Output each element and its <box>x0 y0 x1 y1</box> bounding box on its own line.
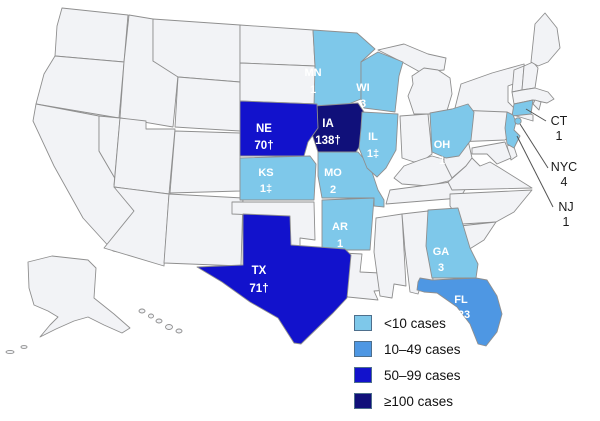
callout-label-nyc: NYC <box>551 160 577 174</box>
svg-text:CA: CA <box>41 167 57 179</box>
state-label-ks: KS <box>258 167 273 179</box>
state-label-ia: IA <box>322 118 334 130</box>
state-ak <box>27 255 131 338</box>
state-wa <box>54 7 129 63</box>
state-tx <box>196 213 352 345</box>
state-label-ne: NE <box>256 123 272 135</box>
leader-line-nyc <box>519 123 549 169</box>
nyc-dot <box>514 117 522 125</box>
legend: <10 cases 10–49 cases 50–99 cases ≥100 c… <box>354 310 514 414</box>
state-hi-island <box>175 328 183 334</box>
legend-item: 50–99 cases <box>354 362 514 388</box>
state-ut <box>113 117 176 195</box>
state-ar <box>321 197 375 251</box>
state-value-ga: 3 <box>438 262 444 274</box>
state-wy <box>174 76 241 132</box>
state-label-tx: TX <box>252 265 267 277</box>
state-ri <box>532 99 542 111</box>
state-label-wi: WI <box>356 82 369 94</box>
state-il <box>358 111 399 178</box>
state-label-ga: GA <box>433 246 450 258</box>
callout-label-nj: NJ <box>558 200 573 214</box>
svg-text:1: 1 <box>46 183 52 195</box>
state-value-ne: 70† <box>254 140 273 152</box>
state-oh <box>429 103 475 159</box>
state-az <box>103 186 170 267</box>
legend-swatch-lt10-cases <box>354 315 372 331</box>
state-ne <box>239 100 319 157</box>
callout-label-ct: CT <box>551 114 568 128</box>
state-hi-island <box>148 313 154 319</box>
legend-item: ≥100 cases <box>354 388 514 414</box>
state-co <box>169 130 241 194</box>
state-value-wi: 3 <box>360 98 366 110</box>
legend-item: 10–49 cases <box>354 336 514 362</box>
state-ga <box>425 207 479 279</box>
state-fl <box>416 277 503 347</box>
state-mi <box>407 67 453 115</box>
state-nh <box>521 61 539 91</box>
state-nc <box>449 189 533 225</box>
states-default <box>5 7 561 355</box>
legend-label: 50–99 cases <box>384 367 461 383</box>
state-mi-upper <box>377 43 447 73</box>
state-ms <box>373 213 407 299</box>
state-ks <box>239 155 317 201</box>
leader-line-ct <box>525 108 547 122</box>
state-hi-island <box>138 308 146 314</box>
state-or <box>35 55 125 119</box>
callout-value-ct: 1 <box>556 129 563 143</box>
state-ct <box>511 99 534 117</box>
state-md <box>471 141 512 165</box>
state-hi-island <box>155 318 163 324</box>
state-nj <box>504 111 521 149</box>
aleutian-island <box>20 345 28 349</box>
state-value-ia: 138† <box>315 135 341 147</box>
state-labels: MN 1 WI 3 IA 138† NE 70† KS 1‡ MO 2 IL 1… <box>249 67 470 321</box>
state-value-tx: 71† <box>249 283 268 295</box>
state-value-fl: †23 <box>452 309 470 321</box>
leader-line-nj <box>516 135 554 208</box>
callouts: CT 1 NYC 4 NJ 1 <box>516 108 577 229</box>
state-hi-island <box>165 324 173 330</box>
state-label-mo: MO <box>324 167 342 179</box>
legend-item: <10 cases <box>354 310 514 336</box>
aleutian-island <box>5 349 15 355</box>
callout-value-nj: 1 <box>563 215 570 229</box>
state-label-ca-faint: CA 1 <box>41 167 57 195</box>
state-label-fl: FL <box>454 294 468 306</box>
state-value-mn: 1 <box>310 84 316 96</box>
state-label-ar: AR <box>332 221 348 233</box>
legend-label: <10 cases <box>384 315 446 331</box>
legend-swatch-50-99-cases <box>354 367 372 383</box>
state-label-oh: OH <box>434 139 451 151</box>
legend-swatch-gte100-cases <box>354 393 372 409</box>
state-value-oh: 1 <box>439 155 445 167</box>
callout-value-nyc: 4 <box>561 175 568 189</box>
state-nm <box>163 193 244 267</box>
state-me <box>530 12 561 67</box>
state-in <box>399 113 433 163</box>
state-value-ks: 1‡ <box>260 183 272 195</box>
legend-label: ≥100 cases <box>384 393 453 409</box>
state-value-il: 1‡ <box>367 148 379 160</box>
state-label-mn: MN <box>304 67 321 79</box>
legend-label: 10–49 cases <box>384 341 461 357</box>
state-wi <box>360 51 404 113</box>
state-value-mo: 2 <box>330 184 336 196</box>
state-nd <box>239 24 316 67</box>
state-va <box>447 157 533 191</box>
legend-swatch-10-49-cases <box>354 341 372 357</box>
state-label-il: IL <box>368 131 378 143</box>
state-value-ar: 1 <box>337 238 343 250</box>
states-highlighted <box>196 29 534 347</box>
